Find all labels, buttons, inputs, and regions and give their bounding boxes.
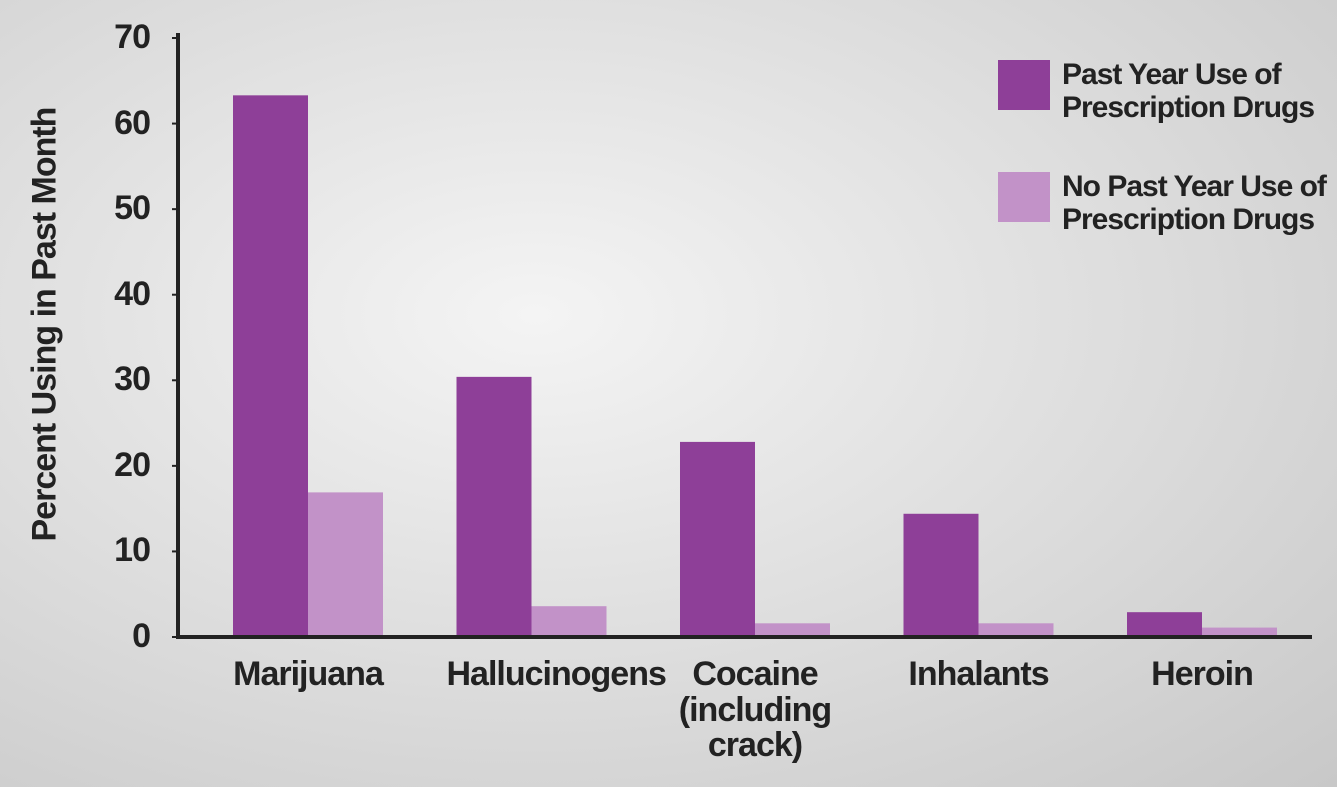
x-tick-label: Marijuana (233, 655, 384, 693)
x-tick-label: Cocaine (including crack) (678, 655, 832, 765)
bar (1202, 627, 1277, 637)
y-tick-label: 40 (114, 274, 151, 313)
y-tick-label: 70 (114, 18, 151, 56)
legend-swatch (998, 60, 1050, 110)
y-tick-label: 20 (114, 445, 151, 484)
legend-label: No Past Year Use of Prescription Drugs (1062, 170, 1327, 236)
x-tick-label: Inhalants (908, 655, 1049, 693)
y-tick-label: 10 (114, 531, 151, 570)
y-tick-label: 30 (114, 360, 151, 399)
bar (903, 513, 979, 637)
x-tick-label: Hallucinogens (446, 655, 667, 693)
bar (1127, 612, 1202, 637)
legend-label: Past Year Use of Prescription Drugs (1062, 58, 1315, 124)
y-tick-label: 60 (114, 103, 151, 142)
bar (308, 492, 383, 637)
bar (755, 623, 830, 637)
y-axis-label: Percent Using in Past Month (25, 107, 64, 542)
x-tick-label: Heroin (1151, 655, 1254, 693)
bar (233, 95, 308, 637)
y-tick-label: 0 (132, 617, 151, 655)
y-tick-label: 50 (114, 189, 151, 228)
legend-swatch (998, 172, 1050, 222)
bar (978, 623, 1054, 637)
bar (680, 441, 755, 637)
bar (531, 606, 607, 637)
bar (456, 376, 532, 637)
